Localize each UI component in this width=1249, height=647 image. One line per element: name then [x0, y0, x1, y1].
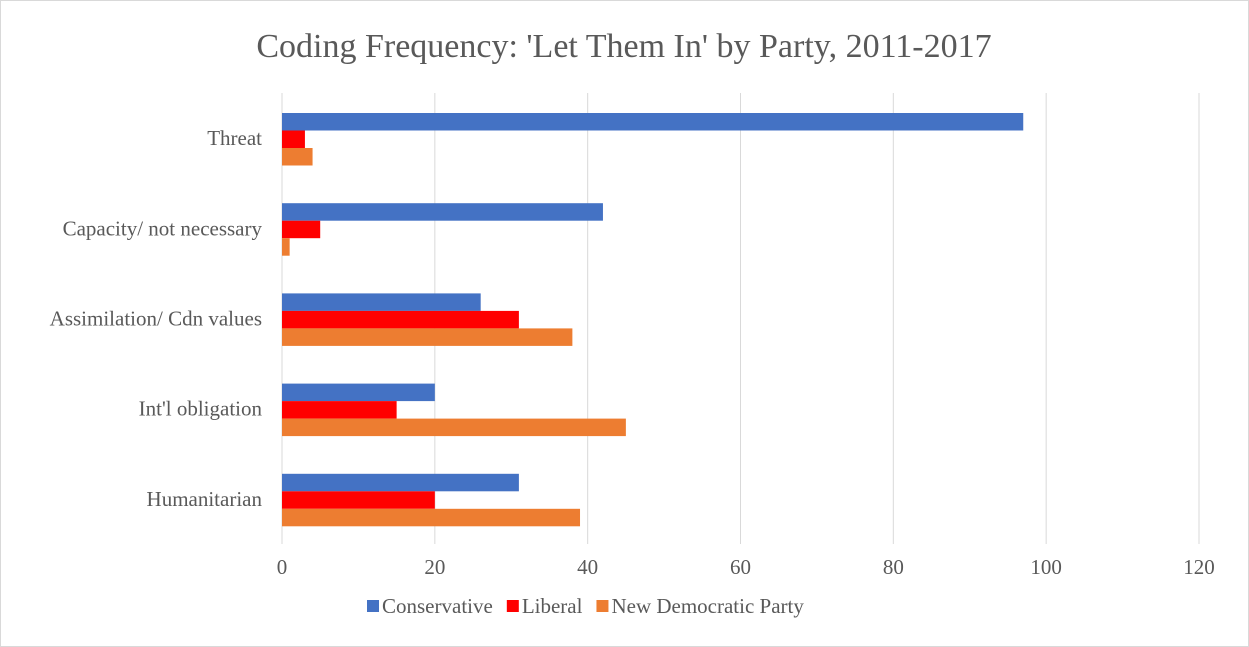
bar-liberal-int-l-obligation	[282, 401, 397, 419]
x-tick-label-100: 100	[1030, 555, 1062, 579]
bar-conservative-threat	[282, 113, 1024, 131]
x-tick-label-20: 20	[424, 555, 445, 579]
x-tick-label-60: 60	[730, 555, 751, 579]
x-tick-label-40: 40	[577, 555, 598, 579]
legend-label-conservative: Conservative	[382, 594, 493, 618]
x-tick-label-120: 120	[1183, 555, 1215, 579]
bar-new-democratic-party-capacity-not-necessary	[282, 238, 290, 256]
category-label-capacity-not-necessary: Capacity/ not necessary	[63, 216, 263, 240]
bar-new-democratic-party-humanitarian	[282, 508, 581, 527]
bar-liberal-capacity-not-necessary	[282, 220, 321, 239]
legend-swatch-liberal	[506, 600, 519, 612]
x-axis-tick-labels: 0 20 40 60 80 100 120	[277, 555, 1215, 579]
category-label-assimilation-cdn-values: Assimilation/ Cdn values	[50, 307, 262, 331]
bar-conservative-int-l-obligation	[282, 383, 435, 402]
legend-label-new-democratic-party: New Democratic Party	[611, 594, 804, 618]
category-label-humanitarian: Humanitarian	[147, 487, 263, 511]
legend-label-liberal: Liberal	[522, 594, 583, 618]
category-label-threat: Threat	[207, 126, 262, 150]
bar-new-democratic-party-threat	[282, 148, 313, 166]
legend-swatch-conservative	[367, 600, 379, 612]
x-tick-label-80: 80	[883, 555, 904, 579]
bar-liberal-humanitarian	[282, 491, 435, 509]
category-label-int-l-obligation: Int'l obligation	[139, 397, 263, 421]
legend: Conservative Liberal New Democratic Party	[367, 594, 804, 618]
bar-new-democratic-party-assimilation-cdn-values	[282, 328, 573, 346]
category-labels: Threat Capacity/ not necessary Assimilatio…	[50, 126, 263, 511]
bar-new-democratic-party-int-l-obligation	[282, 418, 626, 437]
x-tick-label-0: 0	[277, 555, 288, 579]
legend-swatch-new-democratic-party	[596, 600, 609, 612]
bar-conservative-capacity-not-necessary	[282, 203, 603, 221]
gridlines	[281, 93, 1200, 544]
bars	[282, 113, 1024, 527]
bar-conservative-humanitarian	[282, 473, 519, 492]
bar-liberal-assimilation-cdn-values	[282, 310, 519, 329]
bar-liberal-threat	[282, 130, 305, 148]
bar-conservative-assimilation-cdn-values	[282, 293, 481, 311]
chart-title: Coding Frequency: 'Let Them In' by Party…	[256, 28, 991, 65]
